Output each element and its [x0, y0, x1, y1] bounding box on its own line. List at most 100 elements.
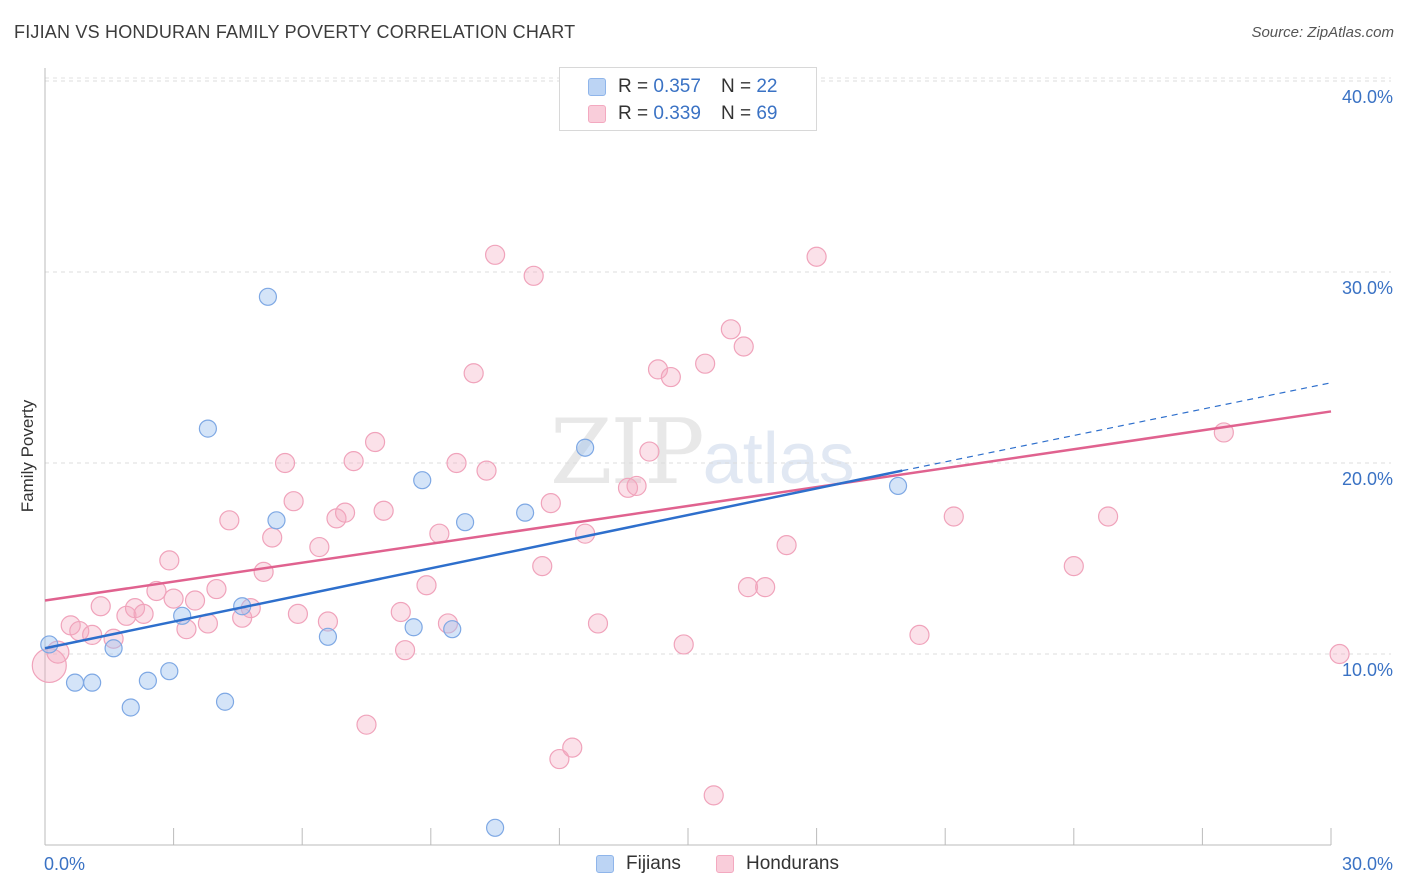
honduran-point [219, 510, 240, 531]
honduran-point [287, 603, 309, 624]
legend: R = 0.357 N = 22 R = 0.339 N = 69 [559, 67, 817, 131]
fijian-point [40, 635, 59, 654]
y-tick-label: 20.0% [1342, 469, 1393, 489]
x-tick-label: 0.0% [44, 854, 85, 874]
fijian-point [138, 671, 157, 690]
honduran-point [390, 601, 411, 623]
chart-title: FIJIAN VS HONDURAN FAMILY POVERTY CORREL… [14, 22, 576, 42]
legend-r-label: R = [618, 103, 649, 124]
y-tick-label: 40.0% [1342, 87, 1393, 107]
hondurans-swatch [588, 105, 606, 123]
honduran-point [909, 624, 930, 646]
honduran-point [806, 246, 827, 267]
fijian-point [486, 818, 505, 837]
y-tick-label: 30.0% [1342, 278, 1393, 298]
fijian-trend-line [44, 469, 903, 650]
bottom-legend-fijians: Fijians [596, 852, 681, 876]
honduran-point [720, 319, 741, 340]
fijian-point [83, 673, 102, 692]
legend-n-value: 22 [756, 76, 778, 97]
legend-r-value: 0.339 [653, 103, 701, 124]
honduran-point [695, 353, 716, 374]
honduran-point [356, 714, 377, 735]
honduran-point [116, 605, 137, 626]
fijian-point [160, 662, 179, 681]
honduran-point [253, 561, 274, 582]
axes [44, 68, 1332, 846]
grid-lines [45, 77, 1391, 655]
legend-n-label: N = [720, 76, 752, 97]
honduran-point [446, 452, 467, 474]
honduran-point [575, 523, 596, 544]
fijian-point [576, 438, 595, 457]
fijian-point [65, 673, 85, 692]
fijian-point [267, 511, 286, 530]
honduran-point [617, 477, 639, 498]
honduran-point [1097, 506, 1119, 527]
fijian-point [443, 620, 462, 639]
fijian-trend-extension [902, 382, 1332, 472]
honduran-trend-line [44, 410, 1332, 602]
honduran-point [532, 556, 553, 577]
honduran-point [703, 785, 724, 806]
honduran-point [159, 550, 180, 571]
honduran-point [283, 491, 304, 512]
fijian-point [888, 476, 908, 496]
honduran-point [317, 611, 339, 632]
honduran-point [943, 506, 964, 527]
fijian-point [258, 287, 278, 306]
honduran-point [309, 536, 330, 558]
fijians-swatch [596, 855, 614, 873]
honduran-point [755, 577, 776, 598]
honduran-point [184, 590, 206, 611]
honduran-point [373, 500, 394, 521]
honduran-point [485, 244, 506, 265]
honduran-point [463, 363, 484, 384]
honduran-point [262, 527, 283, 548]
honduran-point [82, 624, 103, 646]
source-text: Source: ZipAtlas.com [1251, 24, 1394, 41]
honduran-point [274, 452, 296, 474]
x-tick-label: 30.0% [1342, 854, 1393, 874]
honduran-point [733, 336, 754, 357]
tick-labels: 10.0% 20.0% 30.0% 40.0% 0.0% 30.0% [44, 87, 1393, 874]
data-points [31, 244, 1350, 837]
honduran-point [416, 575, 437, 596]
bottom-legend-hondurans: Hondurans [716, 852, 839, 876]
honduran-point [476, 460, 497, 481]
y-tick-label: 10.0% [1342, 660, 1393, 680]
fijian-point [198, 419, 217, 438]
honduran-point [587, 613, 609, 634]
legend-n-label: N = [720, 103, 752, 124]
fijian-point [121, 698, 140, 717]
honduran-point [206, 578, 227, 600]
honduran-point [1329, 643, 1350, 665]
honduran-point [776, 535, 797, 556]
legend-n-value: 69 [756, 103, 778, 124]
honduran-point [523, 265, 544, 286]
legend-row-fijians: R = 0.357 N = 22 [588, 75, 777, 99]
honduran-point [647, 359, 669, 380]
fijian-point [104, 639, 123, 658]
honduran-point [1063, 556, 1084, 577]
fijian-point [318, 627, 338, 646]
honduran-point [394, 640, 416, 661]
honduran-point [146, 580, 167, 602]
honduran-point [163, 588, 184, 609]
honduran-point [660, 366, 681, 388]
hondurans-swatch [716, 855, 734, 873]
honduran-point [639, 441, 660, 462]
honduran-point [90, 596, 111, 617]
bottom-legend-fijians-label: Fijians [626, 853, 681, 874]
legend-r-label: R = [618, 76, 649, 97]
bottom-legend-hondurans-label: Hondurans [746, 853, 839, 874]
fijian-point [516, 503, 535, 522]
honduran-point [343, 450, 364, 472]
fijian-point [404, 618, 423, 637]
honduran-point [334, 502, 356, 523]
honduran-point [133, 603, 154, 624]
honduran-point [626, 475, 647, 497]
honduran-point [364, 431, 386, 453]
honduran-point [540, 493, 561, 514]
